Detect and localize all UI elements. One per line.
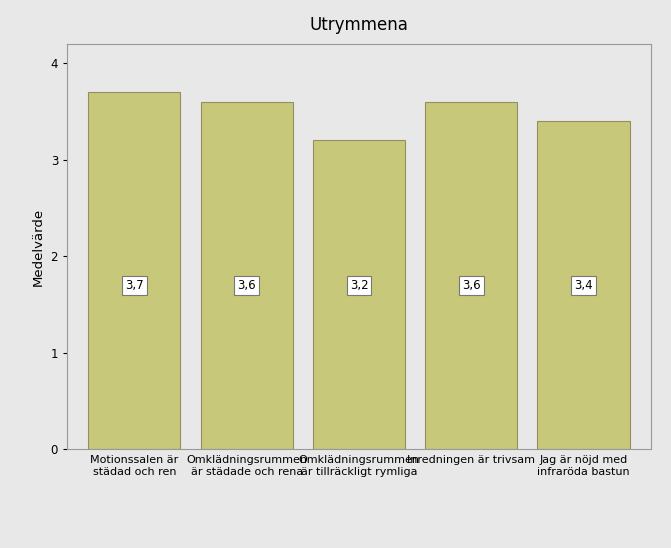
Title: Utrymmena: Utrymmena: [309, 16, 409, 34]
Bar: [537, 121, 629, 449]
Bar: [425, 102, 517, 449]
Text: 3,6: 3,6: [462, 279, 480, 292]
Bar: [313, 140, 405, 449]
Bar: [89, 92, 180, 449]
Text: 3,2: 3,2: [350, 279, 368, 292]
Text: 3,4: 3,4: [574, 279, 592, 292]
Bar: [201, 102, 293, 449]
Text: 3,6: 3,6: [238, 279, 256, 292]
Y-axis label: Medelvärde: Medelvärde: [32, 208, 45, 286]
Text: 3,7: 3,7: [125, 279, 144, 292]
